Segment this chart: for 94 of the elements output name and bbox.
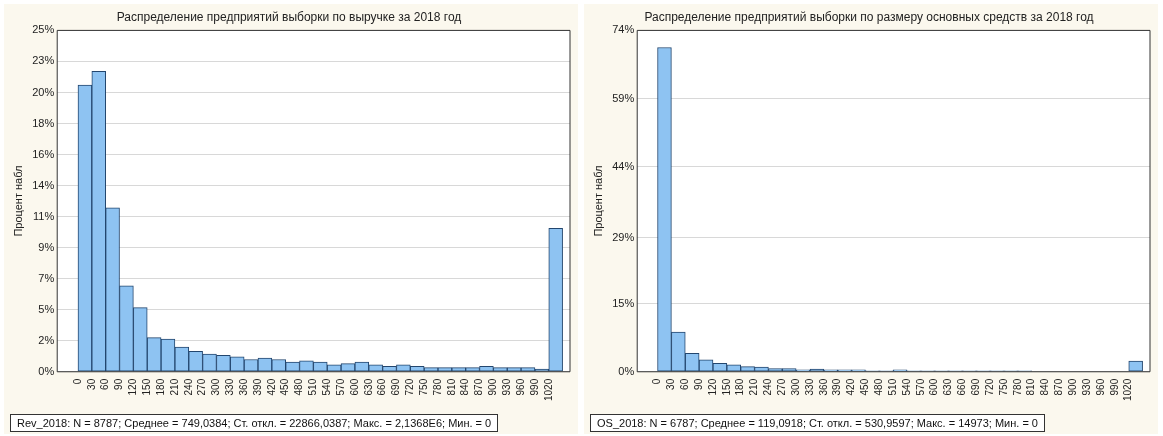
text: OS_2018: N = 6787; Среднее = 119,0918; Ст. откл. = 530,9597; Макс. = 14973; Мин. = 0 [590,414,1045,432]
x-tick-label: 720 [404,378,416,396]
y-tick-label: 29% [612,231,635,244]
x-tick-label: 990 [1108,378,1120,396]
y-tick-label: 44% [612,159,635,172]
text: Rev_2018: N = 8787; Среднее = 749,0384; Ст. откл. = 22866,0387; Макс. = 2,1368E6; Мин. = 0 [10,414,499,432]
x-tick-label: 570 [914,378,926,396]
x-tick-label: 960 [1094,378,1106,396]
y-tick-label: 18% [32,116,55,129]
y-tick-label: 11% [33,209,55,222]
x-tick-label: 660 [956,378,968,396]
y-tick-label: 5% [38,302,55,315]
x-tick-label: 420 [845,378,857,396]
x-tick-label: 270 [776,378,788,396]
x-tick-label: 360 [817,378,829,396]
y-tick-label: 59% [612,91,635,104]
x-tick-label: 180 [154,378,166,396]
y-tick-label: 23% [32,54,55,67]
y-tick-label: 25% [32,23,55,36]
y-tick-label: 20% [32,85,55,98]
x-tick-label: 1020 [542,378,554,401]
y-tick-label: 0% [38,364,55,377]
x-tick-label: 180 [734,378,746,396]
y-axis-title: Процент набл [11,165,24,237]
x-tick-label: 780 [431,378,443,396]
x-tick-label: 60 [99,378,111,390]
x-tick-label: 270 [196,378,208,396]
x-tick-label: 810 [1025,378,1037,396]
x-tick-label: 480 [873,378,885,396]
x-tick-label: 840 [459,378,471,396]
x-tick-label: 870 [473,378,485,396]
y-axis-title: Процент набл [591,165,604,237]
x-tick-label: 30 [665,378,677,390]
x-tick-label: 330 [803,378,815,396]
x-tick-label: 690 [970,378,982,396]
y-tick-label: 9% [38,240,55,253]
x-tick-label: 630 [942,378,954,396]
x-tick-label: 570 [334,378,346,396]
x-tick-label: 120 [706,378,718,396]
x-tick-label: 840 [1039,378,1051,396]
chart-title: Распределение предприятий выборки по размеру основных средств за 2018 год [644,9,1094,24]
x-tick-label: 990 [528,378,540,396]
y-tick-label: 0% [618,364,635,377]
x-tick-label: 330 [224,378,236,396]
y-tick-label: 16% [32,147,55,160]
x-tick-label: 690 [390,378,402,396]
x-tick-label: 240 [762,378,774,396]
x-tick-label: 150 [140,378,152,396]
x-tick-label: 360 [237,378,249,396]
x-tick-label: 780 [1011,378,1023,396]
x-tick-label: 900 [487,378,499,396]
x-tick-label: 390 [831,378,843,396]
x-tick-label: 1020 [1122,378,1134,401]
x-tick-label: 240 [182,378,194,396]
x-tick-label: 420 [265,378,277,396]
x-tick-label: 900 [1067,378,1079,396]
x-tick-label: 120 [127,378,139,396]
x-tick-label: 600 [348,378,360,396]
x-tick-label: 450 [279,378,291,396]
x-tick-label: 450 [859,378,871,396]
x-tick-label: 0 [651,378,663,385]
x-tick-label: 60 [679,378,691,390]
x-tick-label: 510 [307,378,319,396]
x-tick-label: 90 [113,378,125,390]
x-tick-label: 960 [514,378,526,396]
x-tick-label: 510 [886,378,898,396]
x-tick-label: 870 [1053,378,1065,396]
x-tick-label: 210 [168,378,180,396]
x-tick-label: 540 [900,378,912,396]
x-tick-label: 210 [748,378,760,396]
x-tick-label: 930 [500,378,512,396]
x-tick-label: 90 [692,378,704,390]
x-tick-label: 540 [320,378,332,396]
y-tick-label: 74% [612,23,635,36]
chart-title: Распределение предприятий выборки по выручке за 2018 год [116,9,462,24]
x-tick-label: 660 [376,378,388,396]
x-tick-label: 630 [362,378,374,396]
x-tick-label: 30 [85,378,97,390]
x-tick-label: 810 [445,378,457,396]
x-tick-label: 150 [720,378,732,396]
y-tick-label: 7% [38,271,55,284]
x-tick-label: 930 [1080,378,1092,396]
x-tick-label: 300 [210,378,222,396]
x-tick-label: 300 [789,378,801,396]
x-tick-label: 720 [983,378,995,396]
y-tick-label: 2% [38,333,55,346]
x-tick-label: 390 [251,378,263,396]
x-tick-label: 0 [71,378,83,385]
x-tick-label: 750 [997,378,1009,396]
y-tick-label: 14% [32,178,55,191]
x-tick-label: 600 [928,378,940,396]
x-tick-label: 480 [293,378,305,396]
y-tick-label: 15% [612,296,635,309]
x-tick-label: 750 [417,378,429,396]
